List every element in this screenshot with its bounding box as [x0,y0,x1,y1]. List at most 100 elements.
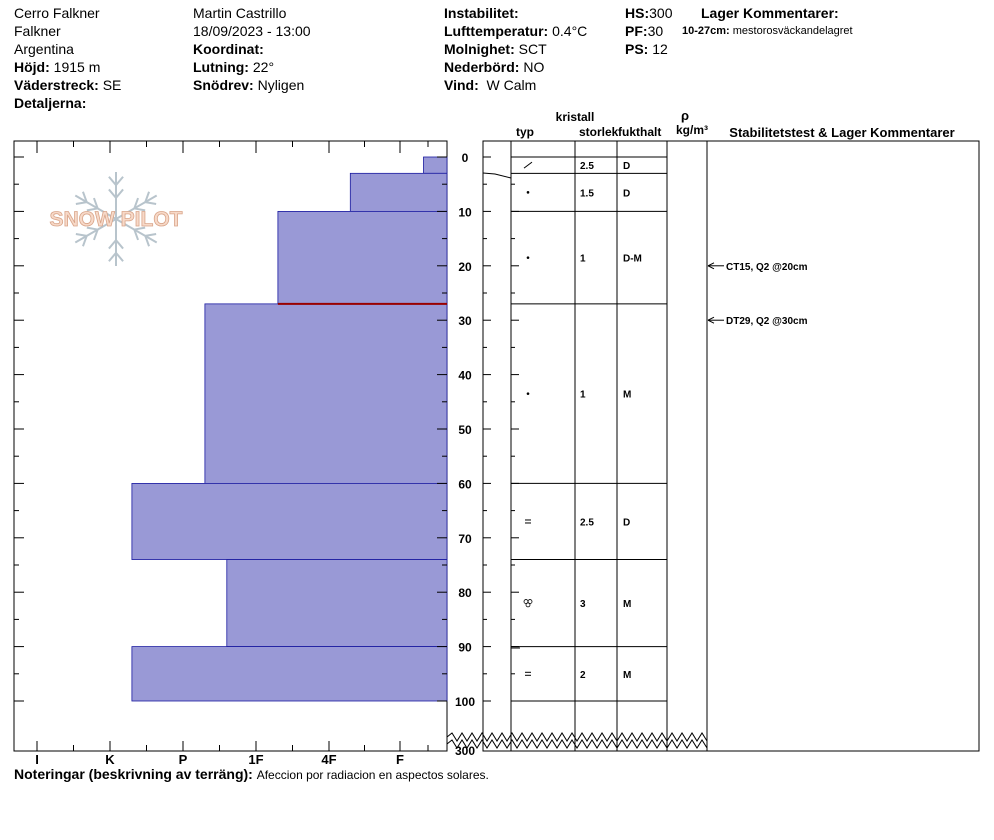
hs-value: 300 [649,5,673,21]
crystal-symbol-dot [526,191,530,194]
col-moisture: fukthalt [618,125,661,139]
ps-label: PS: [625,41,649,57]
snowflake-branch [134,226,146,231]
snowflake-branch [75,201,87,205]
snowflake-branch [115,188,124,199]
stability-test-label: CT15, Q2 @20cm [726,262,808,273]
snowflake-branch [133,197,139,209]
snowflake-branch [108,239,117,250]
snowflake-branch [108,176,117,186]
hardness-tick-label: 1F [248,752,263,767]
hardness-tick-label: I [35,752,39,767]
snowflake-branch [93,229,99,241]
layer-bars [131,156,448,702]
location-name: Cerro Falkner [14,5,100,21]
layer-comment-depth: 10-27cm: [682,25,730,37]
test-pointer-arrow [707,316,715,324]
airtemp-row: Lufttemperatur: 0.4°C [444,22,587,40]
header-col-location: Cerro Falkner Falkner Argentina Höjd: 19… [14,4,121,112]
wind-label: Vind: [444,77,479,93]
snowflake-branch [115,252,124,262]
depth-tick-label: 40 [458,369,472,383]
depth-tick-label: 60 [458,477,472,491]
precip-label: Nederbörd: [444,59,520,75]
header-col-comments: Lager Kommentarer: 10-27cm: mestorosväck… [682,4,853,39]
snowflake-arm [115,194,158,220]
drift-row: Snödrev: Nyligen [193,76,311,94]
elevation-value: 1915 m [53,59,101,75]
cloud-value: SCT [518,41,547,57]
drift-label: Snödrev: [193,77,254,93]
layer-size-value: 2 [580,670,586,681]
layer-moisture-value: M [623,670,631,681]
crystal-symbol-cluster [525,602,531,608]
aspect-row: Väderstreck: SE [14,76,121,94]
crystal-symbol-dot [526,256,530,259]
notes-value: Afeccion por radiacion en aspectos solar… [256,768,489,782]
layer-bar-6 [131,646,448,702]
layer-table: 2.5 D 1.5 D 1 D-M 1 M 2.5 D 3 M 2 M CT15, Q2 @20cm DT29… [482,141,808,751]
details-row: Detaljerna: [14,94,121,112]
drift-value: Nyligen [257,77,305,93]
elevation-row: Höjd: 1915 m [14,58,121,76]
col-stability: Stabilitetstest & Lager Kommentarer [729,125,954,140]
instability-label: Instabilitet: [444,5,519,21]
layer-moisture-value: D [623,161,630,172]
ps-value: 12 [652,41,668,57]
layer-size-value: 2.5 [580,161,594,172]
layer-size-value: 1 [580,254,586,265]
depth-tick-label: 90 [458,641,472,655]
snowflake-branch [134,207,146,212]
depth-bottom-label: 300 [455,744,475,758]
snowflake-branch [133,229,139,241]
layer-size-value: 3 [580,599,586,610]
layer-bar-1 [349,172,448,212]
snowflake-branch [115,176,124,186]
coord-label: Koordinat: [193,41,264,57]
break-zigzag-lower [446,739,708,749]
layer-comment-text: mestorosväckandelagret [732,25,853,37]
crystal-symbol-slash [523,161,533,169]
layer-bar-4 [131,482,448,560]
notes-label: Noteringar (beskrivning av terräng): [14,766,253,782]
notes-row: Noteringar (beskrivning av terräng): Afe… [14,766,489,782]
depth-tick-label: 10 [458,205,472,219]
aspect-label: Väderstreck: [14,77,99,93]
layer-moisture-value: D [623,517,630,528]
snowflake-branch [86,207,98,212]
layer-comment: 10-27cm: mestorosväckandelagret [682,22,853,39]
precip-value: NO [523,59,545,75]
axis-ticks: I K P 1F 4F F 0 10 20 30 40 50 60 70 80 90 100 300 [14,141,708,767]
layer-size-value: 1 [580,390,586,401]
break-zigzag-upper [446,732,708,742]
airtemp-label: Lufttemperatur: [444,23,549,39]
layer-bar-3 [204,303,448,484]
layer-moisture-value: M [623,599,631,610]
precip-row: Nederbörd: NO [444,58,587,76]
col-crystal: kristall [556,110,595,124]
col-density-unit: kg/m³ [676,123,708,137]
logo-text: SNOW PILOT [50,208,183,231]
pf-value: 30 [647,23,664,39]
slope-value: 22° [252,59,275,75]
snowflake-branch [75,233,87,237]
hs-label: HS: [625,5,650,21]
wind-row: Vind: W Calm [444,76,587,94]
snowflake-branch [145,233,157,237]
hs-row: HS:300 [625,4,672,22]
aspect-value: SE [102,77,122,93]
depth-tick-label: 20 [458,260,472,274]
depth-tick-label: 80 [458,586,472,600]
hardness-tick-label: 4F [321,752,336,767]
depth-tick-label: 100 [455,695,475,709]
cloud-row: Molnighet: SCT [444,40,587,58]
snowflake-branch [144,191,150,203]
snowflake-branch [145,201,157,205]
snowflake-branch [82,235,88,247]
coord-row: Koordinat: [193,40,311,58]
country-name: Argentina [14,41,74,57]
ps-row: PS: 12 [625,40,672,58]
hardness-tick-label: F [396,752,404,767]
pf-row: PF:30 [625,22,672,40]
layer-bar-0 [423,156,448,174]
